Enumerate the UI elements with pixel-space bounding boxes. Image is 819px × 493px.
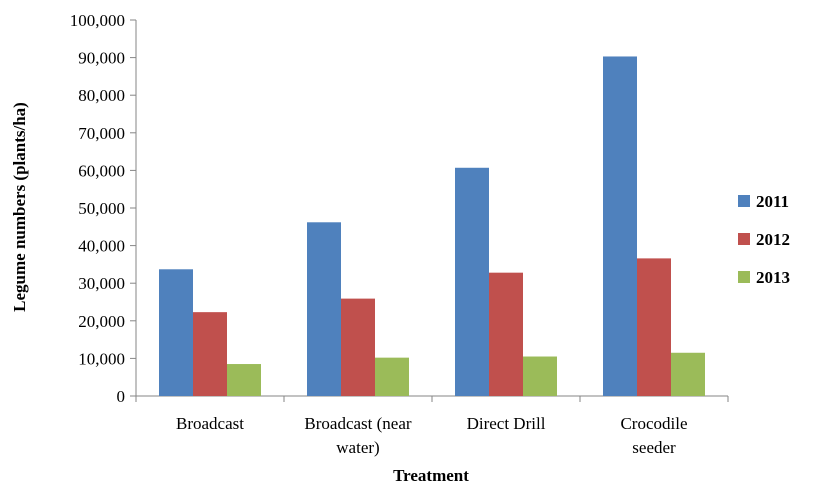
y-axis: 0 10,000 20,000 30,000 40,000 50,000 60,000 70,… xyxy=(70,11,137,406)
legend-swatch xyxy=(738,233,750,245)
legend-label: 2013 xyxy=(756,268,790,287)
x-category-label: Crocodile seeder xyxy=(620,414,687,457)
y-tick-label: 60,000 xyxy=(78,161,125,180)
legend-swatch xyxy=(738,195,750,207)
y-tick-label: 40,000 xyxy=(78,237,125,256)
y-tick-label: 10,000 xyxy=(78,349,125,368)
bar-2013 xyxy=(523,356,557,396)
legend-label: 2011 xyxy=(756,192,789,211)
y-tick-label: 80,000 xyxy=(78,86,125,105)
bar-2011 xyxy=(455,167,489,396)
y-tick-label: 90,000 xyxy=(78,49,125,68)
bar-2013 xyxy=(671,352,705,396)
y-tick-label: 70,000 xyxy=(78,124,125,143)
bar-2012 xyxy=(637,258,671,396)
bar-2012 xyxy=(193,312,227,396)
bar-2012 xyxy=(341,298,375,396)
legend-label: 2012 xyxy=(756,230,790,249)
x-category-label: Broadcast xyxy=(176,414,244,433)
legend: 2011 2012 2013 xyxy=(738,192,790,287)
x-axis-title: Treatment xyxy=(393,466,469,485)
bar-2013 xyxy=(227,364,261,396)
x-axis: Broadcast Broadcast (near water) Direct Dri… xyxy=(135,395,729,457)
bars xyxy=(159,56,705,397)
x-category-label: Broadcast (near water) xyxy=(304,414,411,457)
y-tick-label: 0 xyxy=(117,387,126,406)
bar-2011 xyxy=(307,222,341,396)
y-tick-label: 100,000 xyxy=(70,11,125,30)
y-tick-label: 30,000 xyxy=(78,274,125,293)
bar-2012 xyxy=(489,272,523,396)
bar-2011 xyxy=(603,56,637,397)
bar-2013 xyxy=(375,357,409,396)
bar-2011 xyxy=(159,269,193,396)
x-category-label: Direct Drill xyxy=(467,414,546,433)
y-tick-label: 20,000 xyxy=(78,312,125,331)
y-tick-label: 50,000 xyxy=(78,199,125,218)
y-axis-title: Legume numbers (plants/ha) xyxy=(10,102,29,312)
legend-swatch xyxy=(738,271,750,283)
